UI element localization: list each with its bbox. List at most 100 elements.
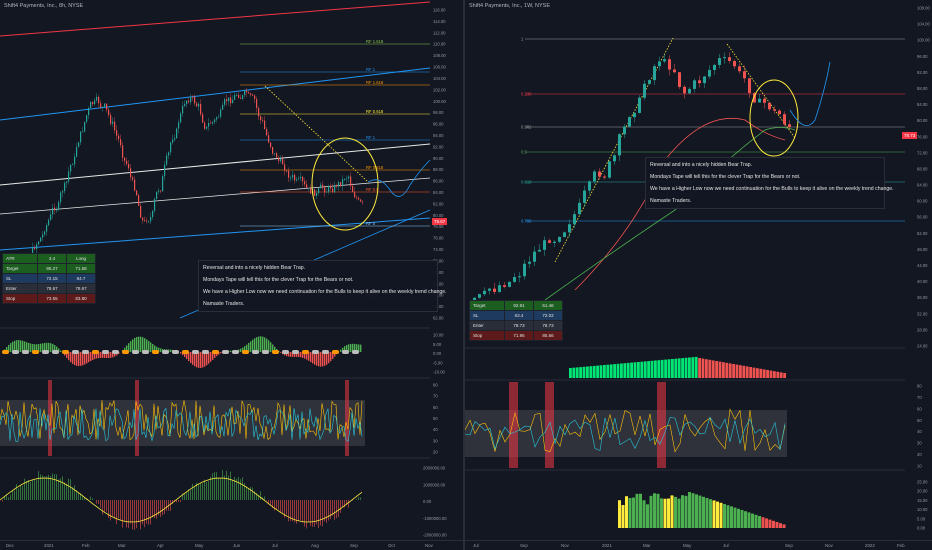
flow-bar bbox=[84, 497, 85, 500]
table-cell: 73.55 bbox=[37, 293, 67, 304]
wave-bar bbox=[136, 337, 138, 352]
price-tick: 36.00 bbox=[917, 295, 928, 300]
volume-bar bbox=[709, 499, 712, 528]
table-cell: 85.56 bbox=[533, 330, 563, 341]
flow-bar bbox=[290, 500, 291, 521]
table-cell: Stop bbox=[469, 330, 505, 341]
price-tick: 96.00 bbox=[433, 122, 444, 127]
flow-bar bbox=[142, 500, 143, 525]
flow-bar bbox=[356, 499, 357, 500]
flow-bar bbox=[322, 500, 323, 527]
fib-label: RF 1 bbox=[366, 135, 376, 140]
current-price-label: 78.67 bbox=[432, 218, 448, 225]
wave-dot bbox=[142, 350, 149, 354]
price-tick: 108.00 bbox=[433, 53, 446, 58]
candle-body bbox=[693, 80, 696, 89]
histogram-bar bbox=[766, 370, 769, 378]
candle-body bbox=[146, 220, 148, 222]
time-tick: Dec bbox=[6, 543, 14, 548]
wave-bar bbox=[160, 348, 162, 352]
wave-bar bbox=[312, 352, 314, 364]
wave-bar bbox=[202, 352, 204, 368]
candle-body bbox=[713, 64, 716, 70]
candle-body bbox=[344, 179, 346, 180]
candle-body bbox=[332, 188, 334, 193]
flow-bar bbox=[256, 492, 257, 500]
flow-bar bbox=[326, 500, 327, 523]
wave-dot bbox=[92, 350, 99, 354]
flow-bar bbox=[8, 497, 9, 500]
candle-body bbox=[558, 236, 561, 242]
flow-bar bbox=[238, 476, 239, 500]
candle-body bbox=[336, 185, 338, 187]
flow-bar bbox=[138, 500, 139, 523]
indicator-tick: 70 bbox=[917, 395, 922, 400]
wave-bar bbox=[348, 344, 350, 352]
price-tick: 64.00 bbox=[433, 304, 444, 309]
time-tick: 2021 bbox=[602, 543, 612, 548]
wave-bar bbox=[258, 336, 260, 352]
wave-bar bbox=[288, 352, 290, 357]
candle-body bbox=[758, 98, 761, 103]
right-chart-canvas[interactable]: 1 0.236 0.382 0.5 0.618 0.786 80 70 60 50 40 30 20 1… bbox=[465, 0, 932, 550]
wave-dot bbox=[82, 350, 89, 354]
volume-bar bbox=[751, 513, 754, 528]
flow-bar bbox=[276, 500, 277, 510]
candle-body bbox=[180, 113, 182, 123]
candle-body bbox=[342, 179, 344, 186]
indicator-tick: 15.00 bbox=[917, 498, 928, 503]
wave-bar bbox=[204, 352, 206, 367]
wave-bar bbox=[170, 349, 172, 352]
candle-body bbox=[38, 241, 40, 245]
candle-body bbox=[743, 71, 746, 79]
candle-body bbox=[194, 97, 196, 104]
candle-body bbox=[168, 152, 170, 156]
candle-body bbox=[296, 179, 298, 181]
candle-body bbox=[40, 237, 42, 242]
flow-bar bbox=[206, 481, 207, 500]
fib-label: RF 1.618 bbox=[366, 80, 384, 85]
flow-bar bbox=[186, 491, 187, 500]
flow-bar bbox=[48, 474, 49, 500]
candle-body bbox=[294, 174, 296, 181]
flow-bar bbox=[30, 482, 31, 500]
flow-bar bbox=[56, 474, 57, 500]
flow-bar bbox=[144, 500, 145, 528]
white-trend-line-2 bbox=[0, 177, 431, 215]
candle-body bbox=[214, 119, 216, 122]
wave-bar bbox=[58, 348, 60, 352]
histogram-bar bbox=[711, 360, 715, 378]
pane-divider[interactable] bbox=[463, 0, 465, 550]
candle-body bbox=[286, 170, 288, 172]
right-chart-pane[interactable]: 1 0.236 0.382 0.5 0.618 0.786 80 70 60 50 40 30 20 1… bbox=[465, 0, 932, 550]
candle-body bbox=[274, 153, 276, 155]
candle-body bbox=[120, 139, 122, 146]
flow-bar bbox=[24, 478, 25, 500]
left-chart-pane[interactable]: RF 1.618 RF 1 RF 1.618 RF 0.618 RF 1 RF 0.618… bbox=[0, 0, 463, 550]
histogram-bar bbox=[762, 369, 766, 378]
volume-bar bbox=[698, 495, 702, 528]
wave-bar bbox=[286, 352, 288, 357]
candle-body bbox=[122, 145, 124, 158]
wave-bar bbox=[214, 352, 216, 358]
wave-bar bbox=[190, 352, 192, 364]
candle-body bbox=[50, 214, 52, 221]
wave-bar bbox=[14, 340, 16, 352]
left-chart-canvas[interactable]: RF 1.618 RF 1 RF 1.618 RF 0.618 RF 1 RF 0.618… bbox=[0, 0, 463, 550]
candle-body bbox=[266, 129, 268, 136]
candle-body bbox=[648, 80, 651, 84]
flow-bar bbox=[284, 500, 285, 518]
indicator-tick: 80 bbox=[433, 383, 438, 388]
time-tick: Nov bbox=[425, 543, 433, 548]
candle-body bbox=[242, 95, 244, 99]
candle-body bbox=[728, 57, 731, 61]
histogram-bar bbox=[575, 367, 579, 378]
candle-body bbox=[346, 178, 348, 180]
flow-bar bbox=[316, 500, 317, 525]
candle-body bbox=[76, 147, 78, 157]
price-tick: 108.00 bbox=[917, 6, 930, 11]
wave-bar bbox=[182, 352, 184, 356]
wave-bar bbox=[186, 352, 188, 360]
flow-bar bbox=[198, 483, 199, 500]
candle-body bbox=[508, 281, 511, 287]
